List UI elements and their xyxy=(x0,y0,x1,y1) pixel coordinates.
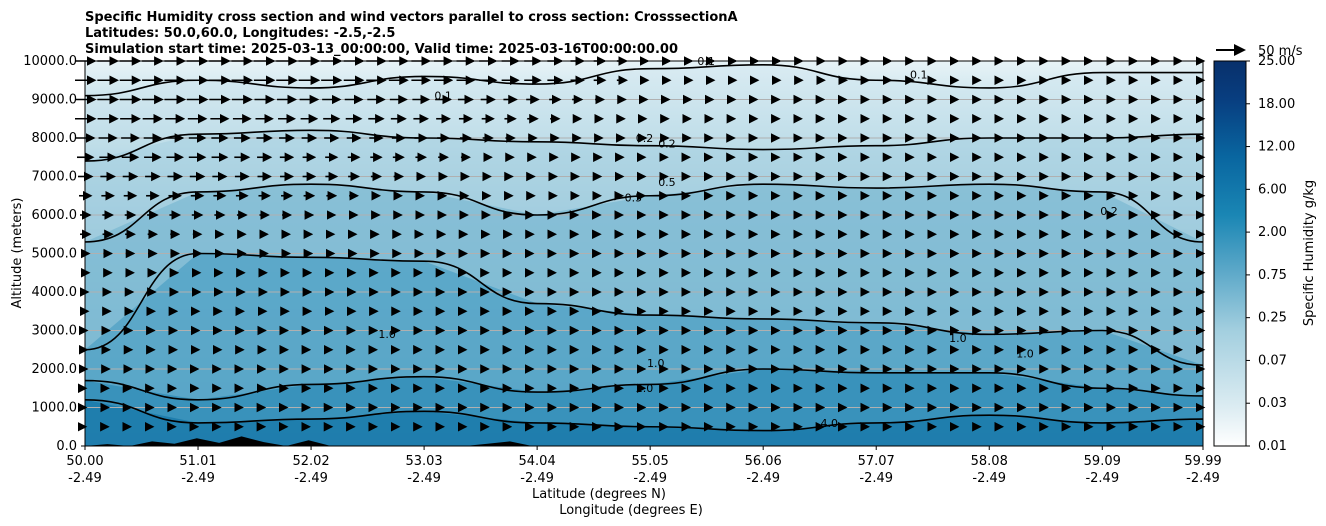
y-tick-label: 6000.0 xyxy=(32,208,78,223)
contour-label: 0.5 xyxy=(658,176,676,189)
colorbar-tick-label: 2.00 xyxy=(1258,225,1287,240)
y-tick-label: 9000.0 xyxy=(32,93,78,108)
contour-label: 1.0 xyxy=(949,332,967,345)
x-tick-label-latitude: 59.99 xyxy=(1184,454,1221,469)
x-tick-label-latitude: 54.04 xyxy=(519,454,556,469)
title-line: Latitudes: 50.0,60.0, Longitudes: -2.5,-… xyxy=(85,26,395,41)
x-tick-label-longitude: -2.49 xyxy=(68,471,102,486)
contour-line xyxy=(84,183,1204,243)
contour-label: 1.0 xyxy=(647,357,665,370)
x-axis-label-latitude: Latitude (degrees N) xyxy=(532,487,666,502)
x-tick-label-latitude: 59.09 xyxy=(1084,454,1121,469)
x-tick-label-longitude: -2.49 xyxy=(1085,471,1119,486)
y-tick-label: 5000.0 xyxy=(32,247,78,262)
contour-label: 4.0 xyxy=(820,417,838,430)
x-tick-label-latitude: 58.08 xyxy=(971,454,1008,469)
chart-title: Specific Humidity cross section and wind… xyxy=(85,10,738,57)
y-tick-label: 4000.0 xyxy=(32,285,78,300)
terrain xyxy=(85,436,1203,446)
x-tick-label-latitude: 53.03 xyxy=(405,454,442,469)
quiver-key: 50 m/s xyxy=(1216,44,1303,59)
y-tick-label: 2000.0 xyxy=(32,362,78,377)
y-tick-label: 7000.0 xyxy=(32,170,78,185)
y-tick-label: 1000.0 xyxy=(32,401,78,416)
contour-line xyxy=(84,129,1204,162)
colorbar-tick-label: 0.75 xyxy=(1258,268,1287,283)
title-line: Specific Humidity cross section and wind… xyxy=(85,10,738,25)
y-tick-label: 10000.0 xyxy=(23,54,77,69)
contour-label: 1.0 xyxy=(378,328,396,341)
x-axis-label-longitude: Longitude (degrees E) xyxy=(559,503,703,518)
x-tick-label-latitude: 55.05 xyxy=(632,454,669,469)
colorbar-tick-label: 12.00 xyxy=(1258,140,1295,155)
contour-label: 0.5 xyxy=(625,192,643,205)
x-tick-label-longitude: -2.49 xyxy=(1186,471,1220,486)
colorbar-tick-label: 0.07 xyxy=(1258,353,1287,368)
x-tick-label-latitude: 51.01 xyxy=(179,454,216,469)
colorbar-tick-label: 0.25 xyxy=(1258,311,1287,326)
y-axis-ticks: 0.0 1000.0 2000.0 3000.0 4000.0 5000.0 6000.0 7… xyxy=(23,54,85,454)
contour-label: 0.2 xyxy=(658,138,676,151)
colorbar-tick-label: 0.01 xyxy=(1258,439,1287,454)
contour-line xyxy=(84,64,1203,97)
humidity-band xyxy=(85,399,1203,446)
colorbar-tick-label: 6.00 xyxy=(1258,182,1287,197)
x-axis-ticks: 50.00 -2.49 51.01 -2.49 52.02 -2.49 53.03 -2.49… xyxy=(66,446,1222,486)
x-tick-label-longitude: -2.49 xyxy=(181,471,215,486)
colorbar-ticks: 0.01 0.03 0.07 0.25 0.75 2.00 6.00 12.00 18.00 25… xyxy=(1246,54,1295,454)
contour-line xyxy=(84,399,1204,432)
contour-label: 0.1 xyxy=(910,68,928,81)
x-tick-label-latitude: 52.02 xyxy=(292,454,329,469)
colorbar: 0.01 0.03 0.07 0.25 0.75 2.00 6.00 12.00 18.00 25… xyxy=(1213,54,1317,454)
colorbar-tick-label: 18.00 xyxy=(1258,97,1295,112)
x-tick-label-longitude: -2.49 xyxy=(407,471,441,486)
y-tick-label: 8000.0 xyxy=(32,131,78,146)
x-tick-label-latitude: 57.07 xyxy=(858,454,895,469)
x-tick-label-longitude: -2.49 xyxy=(633,471,667,486)
title-line: Simulation start time: 2025-03-13_00:00:… xyxy=(85,42,678,57)
x-tick-label-longitude: -2.49 xyxy=(859,471,893,486)
contour-label: 0.1 xyxy=(434,90,452,103)
quiver-key-label: 50 m/s xyxy=(1258,44,1303,59)
x-tick-label-longitude: -2.49 xyxy=(972,471,1006,486)
x-tick-label-longitude: -2.49 xyxy=(746,471,780,486)
colorbar-gradient xyxy=(1213,60,1247,447)
x-tick-label-longitude: -2.49 xyxy=(520,471,554,486)
contour-label: 1.0 xyxy=(1016,347,1034,360)
contour-label: 0.2 xyxy=(1100,205,1118,218)
x-tick-label-latitude: 50.00 xyxy=(66,454,103,469)
y-axis-label: Altitude (meters) xyxy=(10,198,25,309)
y-tick-label: 0.0 xyxy=(56,439,77,454)
terrain-profile xyxy=(85,436,1203,446)
colorbar-tick-label: 25.00 xyxy=(1258,54,1295,69)
x-tick-label-latitude: 56.06 xyxy=(745,454,782,469)
x-tick-label-longitude: -2.49 xyxy=(294,471,328,486)
colorbar-label: Specific Humidity g/kg xyxy=(1302,180,1317,326)
colorbar-tick-label: 0.03 xyxy=(1258,396,1287,411)
y-tick-label: 3000.0 xyxy=(32,324,78,339)
